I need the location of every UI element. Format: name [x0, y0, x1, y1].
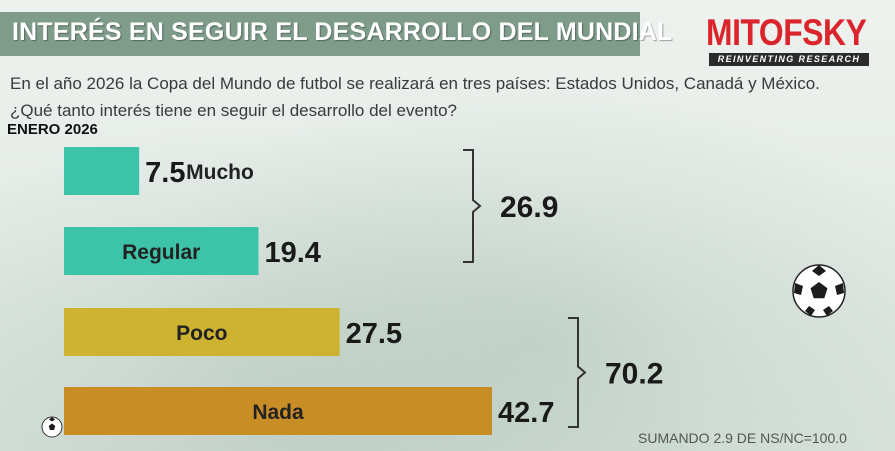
logo-tagline: REINVENTING RESEARCH	[709, 53, 869, 66]
group-total-1: 26.9	[500, 191, 558, 224]
category-label-regular: Regular	[122, 241, 200, 264]
value-label-regular: 19.4	[264, 237, 320, 269]
group-bracket-2	[568, 317, 587, 428]
value-label-poco: 27.5	[346, 318, 402, 350]
category-label-nada: Nada	[252, 401, 304, 424]
bar-mucho	[64, 147, 140, 195]
group-total-2: 70.2	[605, 358, 663, 391]
survey-question: En el año 2026 la Copa del Mundo de futb…	[10, 74, 820, 120]
bar-regular	[64, 227, 259, 275]
group-bracket-1	[463, 149, 482, 263]
soccer-ball-icon	[792, 264, 846, 318]
category-label-poco: Poco	[176, 322, 227, 345]
title-band	[0, 12, 640, 56]
value-label-nada: 42.7	[498, 397, 554, 429]
value-label-mucho: 7.5	[145, 157, 185, 189]
footnote: SUMANDO 2.9 DE NS/NC=100.0	[638, 430, 847, 446]
survey-period: ENERO 2026	[7, 121, 98, 138]
small-soccer-ball-icon	[41, 416, 63, 438]
bar-poco	[64, 308, 340, 356]
category-label-mucho: Mucho	[186, 161, 254, 184]
mitofsky-logo: MITOFSKY REINVENTING RESEARCH	[706, 12, 876, 68]
bar-nada	[64, 387, 492, 435]
page-title: INTERÉS EN SEGUIR EL DESARROLLO DEL MUND…	[12, 18, 673, 46]
logo-wordmark: MITOFSKY	[706, 12, 867, 53]
